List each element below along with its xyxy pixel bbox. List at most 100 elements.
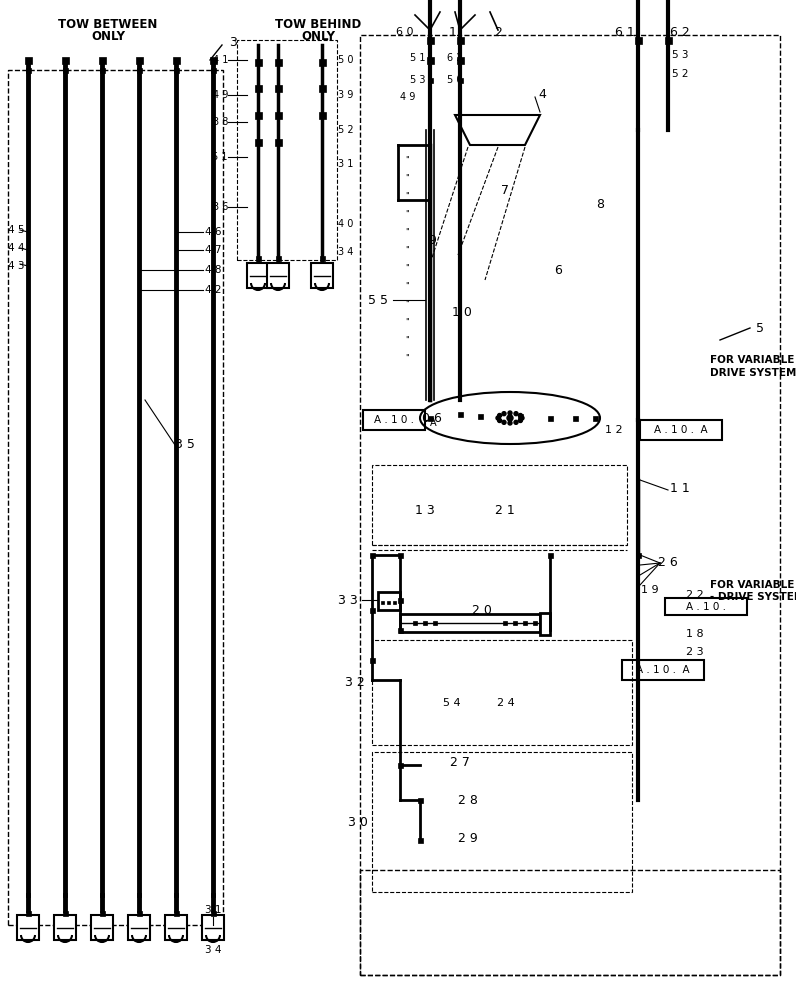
- Text: 1 0: 1 0: [452, 306, 472, 318]
- Text: 2 6: 2 6: [658, 556, 678, 570]
- Bar: [210, 68, 216, 73]
- Circle shape: [508, 411, 512, 415]
- Text: 3 8: 3 8: [213, 117, 228, 127]
- Circle shape: [496, 416, 500, 420]
- Bar: [548, 416, 552, 420]
- Bar: [397, 597, 403, 602]
- Bar: [400, 614, 540, 632]
- Bar: [456, 56, 463, 64]
- Text: ": ": [405, 245, 409, 254]
- Text: 3 1: 3 1: [205, 905, 221, 915]
- Bar: [267, 263, 289, 288]
- Text: 3 6: 3 6: [213, 202, 228, 212]
- Bar: [372, 465, 627, 545]
- Bar: [387, 600, 389, 603]
- Text: 6 0: 6 0: [396, 27, 414, 37]
- Bar: [640, 420, 722, 440]
- Text: ": ": [405, 336, 409, 344]
- Text: 5: 5: [756, 322, 764, 334]
- Text: ": ": [405, 210, 409, 219]
- Text: 4 2: 4 2: [205, 285, 221, 295]
- Bar: [173, 56, 180, 64]
- Bar: [392, 600, 396, 603]
- Bar: [275, 58, 282, 66]
- Bar: [256, 255, 260, 260]
- Text: 4 6: 4 6: [205, 227, 221, 237]
- Bar: [8, 70, 223, 925]
- Text: ONLY: ONLY: [91, 30, 125, 43]
- Circle shape: [502, 412, 506, 416]
- Text: 3 3: 3 3: [338, 593, 358, 606]
- Bar: [174, 68, 178, 73]
- Bar: [548, 552, 552, 558]
- Text: ": ": [405, 263, 409, 272]
- Bar: [533, 621, 537, 625]
- Bar: [397, 552, 403, 558]
- Text: A . 1 0 .  A: A . 1 0 . A: [636, 665, 690, 675]
- Bar: [311, 263, 333, 288]
- Bar: [413, 621, 417, 625]
- Text: 2 2: 2 2: [686, 590, 704, 600]
- Bar: [100, 68, 104, 73]
- Text: 6 2: 6 2: [447, 53, 462, 63]
- Circle shape: [502, 420, 506, 424]
- Bar: [237, 40, 337, 260]
- Bar: [247, 263, 269, 288]
- Bar: [513, 621, 517, 625]
- Circle shape: [518, 418, 522, 422]
- Bar: [369, 607, 374, 612]
- Text: ": ": [405, 192, 409, 200]
- Bar: [433, 621, 437, 625]
- Bar: [378, 592, 400, 610]
- Bar: [255, 111, 262, 118]
- Bar: [369, 552, 374, 558]
- Text: 2 1: 2 1: [495, 504, 515, 516]
- Text: 2 7: 2 7: [450, 756, 470, 770]
- Bar: [91, 915, 113, 940]
- Bar: [417, 838, 423, 842]
- Bar: [572, 416, 578, 420]
- Bar: [427, 36, 434, 43]
- Bar: [478, 414, 482, 418]
- Bar: [255, 85, 262, 92]
- Bar: [458, 412, 462, 416]
- Text: 4 9: 4 9: [213, 90, 228, 100]
- Circle shape: [498, 414, 501, 418]
- Text: 8: 8: [596, 198, 604, 212]
- Bar: [128, 915, 150, 940]
- Text: 3: 3: [229, 35, 237, 48]
- Text: ONLY: ONLY: [301, 30, 335, 43]
- Bar: [540, 613, 550, 635]
- Text: TOW BEHIND: TOW BEHIND: [275, 17, 361, 30]
- Text: 1 1: 1 1: [670, 482, 690, 494]
- Text: 4 9: 4 9: [400, 92, 416, 102]
- Text: 2 0: 2 0: [472, 603, 492, 616]
- Text: 6: 6: [554, 263, 562, 276]
- Text: TOW BETWEEN: TOW BETWEEN: [58, 17, 158, 30]
- Bar: [665, 598, 747, 615]
- Text: ": ": [405, 155, 409, 164]
- Bar: [54, 915, 76, 940]
- Text: 5 1: 5 1: [410, 53, 426, 63]
- Text: 1 2: 1 2: [605, 425, 622, 435]
- Text: 3 5: 3 5: [175, 438, 195, 452]
- Bar: [503, 621, 507, 625]
- Text: 2 8: 2 8: [458, 794, 478, 806]
- Bar: [255, 138, 262, 145]
- Text: 5 0: 5 0: [338, 55, 353, 65]
- Text: A: A: [430, 418, 437, 428]
- Bar: [427, 416, 432, 420]
- Bar: [427, 56, 434, 64]
- Bar: [458, 78, 462, 83]
- Bar: [63, 910, 68, 916]
- Bar: [635, 552, 641, 558]
- Text: 2 4: 2 4: [498, 698, 515, 708]
- Bar: [255, 58, 262, 66]
- Bar: [100, 910, 104, 916]
- Text: FOR VARIABLE: FOR VARIABLE: [710, 580, 794, 590]
- Text: 9: 9: [428, 233, 436, 246]
- Bar: [456, 36, 463, 43]
- Bar: [99, 56, 106, 64]
- Text: 1 8: 1 8: [686, 629, 704, 639]
- Bar: [517, 414, 522, 418]
